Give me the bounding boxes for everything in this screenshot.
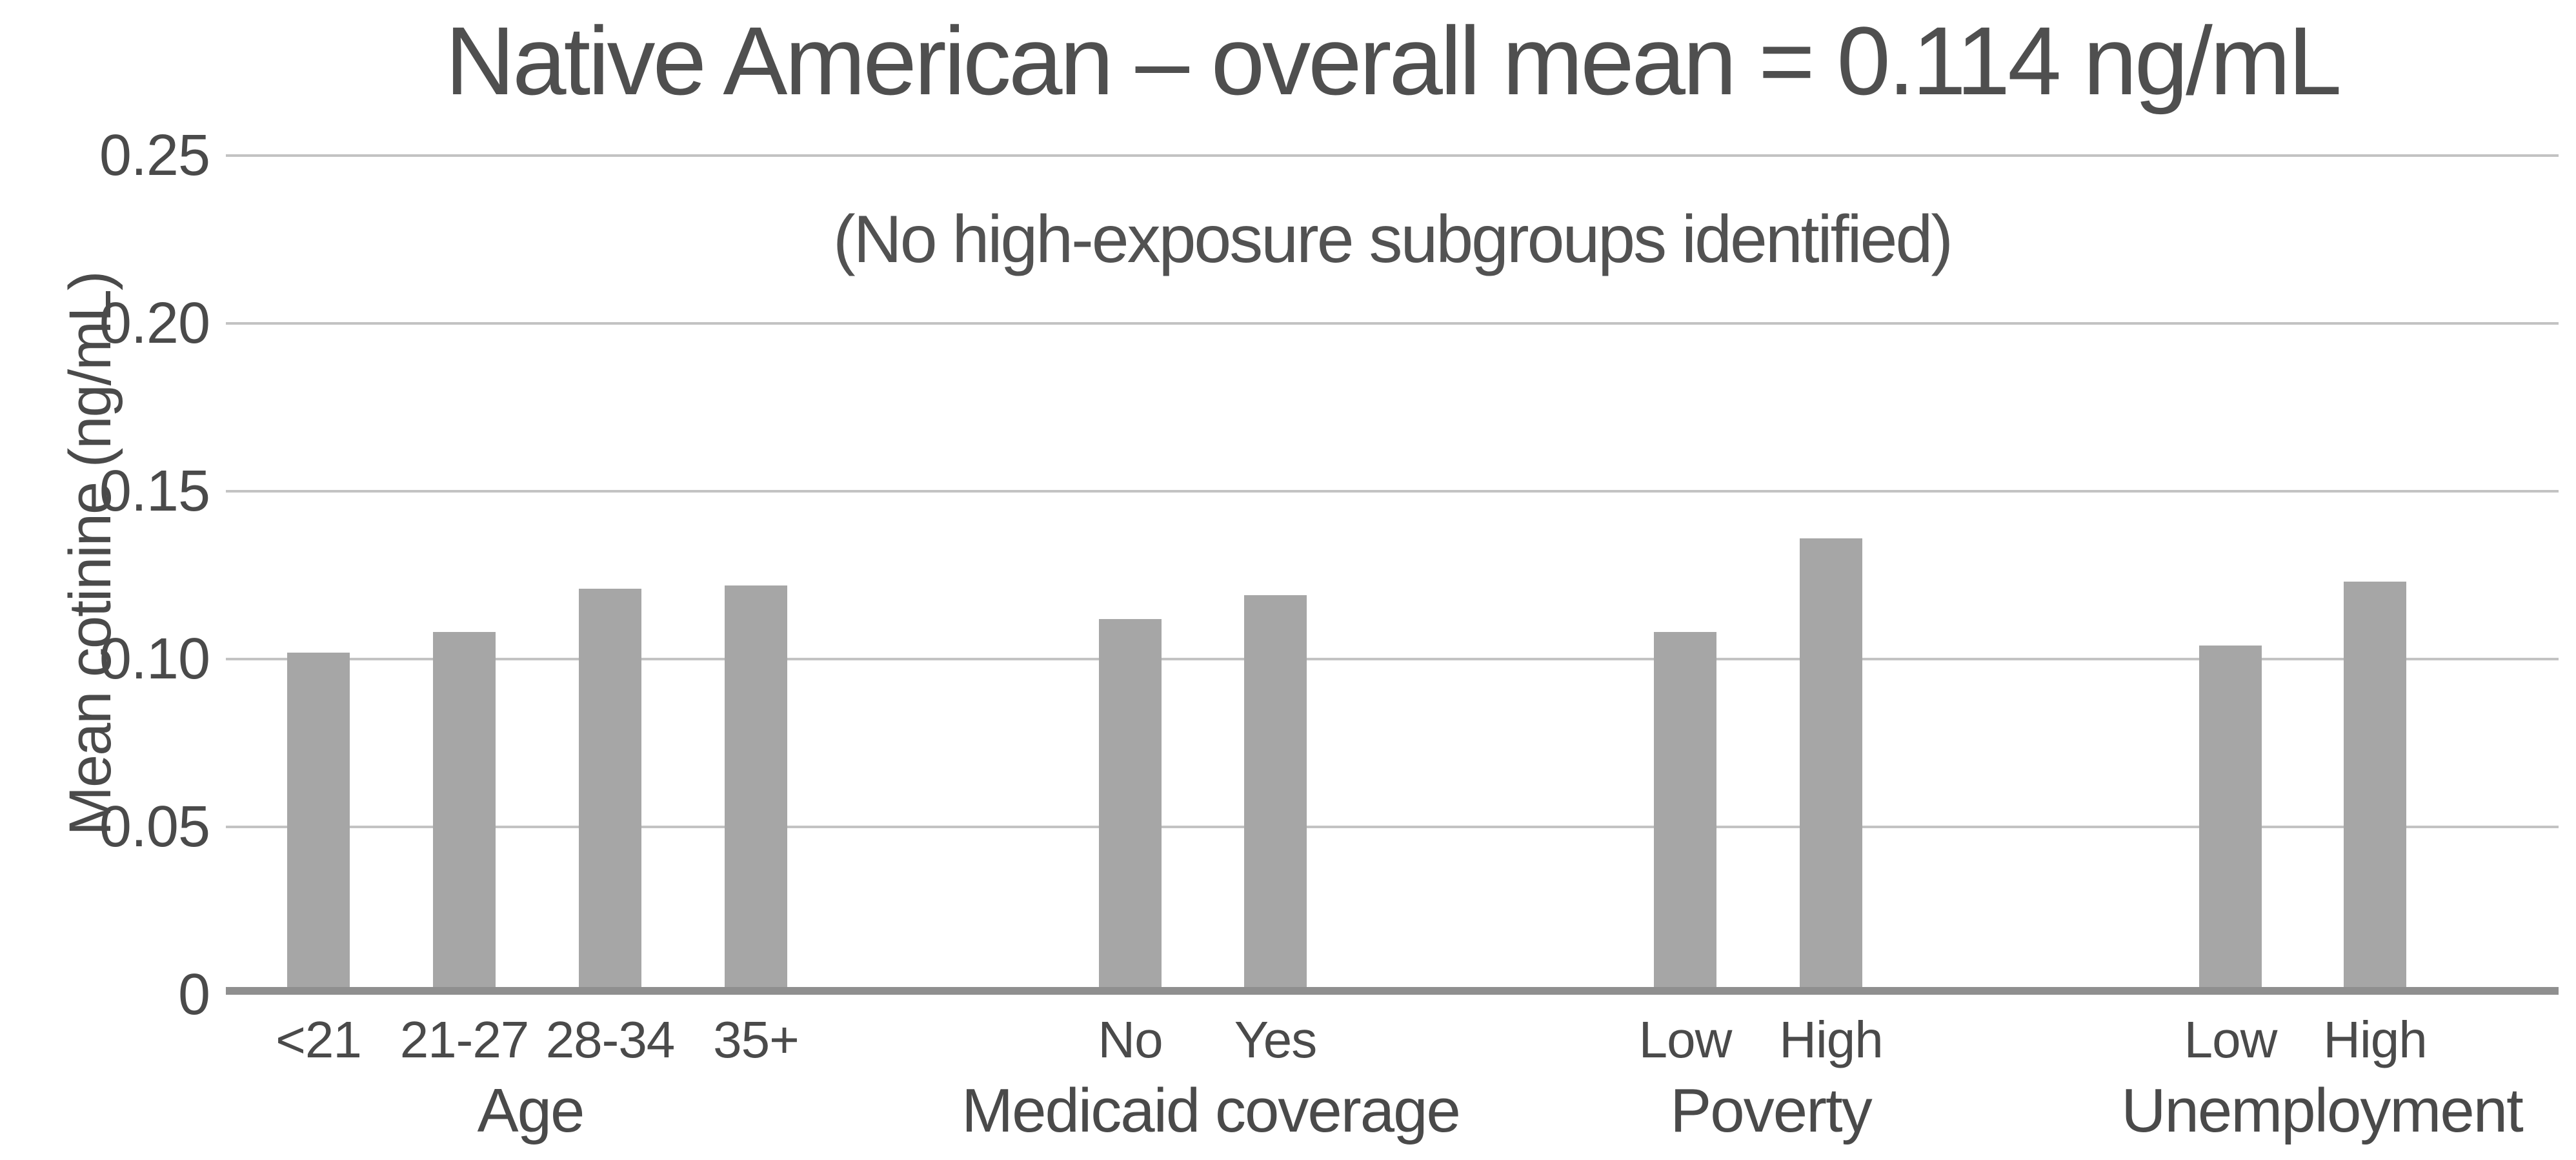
y-tick-label-0: 0 bbox=[177, 962, 210, 1027]
bar-unemployment-high bbox=[2344, 582, 2406, 987]
y-tick-label-0.10: 0.10 bbox=[99, 627, 210, 691]
group-label-age: Age bbox=[477, 1076, 585, 1145]
category-label-no: No bbox=[1098, 1011, 1163, 1068]
gridline-0.10 bbox=[226, 658, 2559, 660]
bar-unemployment-low bbox=[2199, 646, 2262, 987]
group-label-medicaid-coverage: Medicaid coverage bbox=[961, 1076, 1461, 1145]
gridline-0.15 bbox=[226, 490, 2559, 493]
group-label-unemployment: Unemployment bbox=[2121, 1076, 2524, 1145]
gridline-0.20 bbox=[226, 322, 2559, 325]
chart-title: Native American – overall mean = 0.114 n… bbox=[445, 6, 2342, 115]
bar-age-35+ bbox=[725, 585, 787, 987]
x-axis-line bbox=[226, 987, 2559, 995]
chart-annotation: (No high-exposure subgroups identified) bbox=[833, 202, 1953, 277]
gridline-0.25 bbox=[226, 154, 2559, 157]
bar-medicaid-coverage-yes bbox=[1244, 595, 1307, 987]
bar-age-28-34 bbox=[579, 588, 641, 987]
category-label-low: Low bbox=[1638, 1011, 1733, 1068]
category-label-35+: 35+ bbox=[713, 1011, 800, 1068]
y-tick-label-0.25: 0.25 bbox=[99, 123, 210, 188]
y-tick-label-0.20: 0.20 bbox=[99, 291, 210, 356]
gridline-0.05 bbox=[226, 826, 2559, 828]
category-label-high: High bbox=[1779, 1011, 1884, 1068]
bar-age-21-27 bbox=[433, 632, 496, 987]
category-label-28-34: 28-34 bbox=[545, 1011, 676, 1068]
y-tick-label-0.15: 0.15 bbox=[99, 459, 210, 524]
group-label-poverty: Poverty bbox=[1670, 1076, 1872, 1145]
category-label-yes: Yes bbox=[1234, 1011, 1318, 1068]
y-tick-label-0.05: 0.05 bbox=[99, 795, 210, 859]
bar-poverty-high bbox=[1800, 538, 1862, 987]
category-label--21: <21 bbox=[276, 1011, 362, 1068]
bar-poverty-low bbox=[1654, 632, 1716, 987]
bar-medicaid-coverage-no bbox=[1099, 618, 1162, 987]
category-label-21-27: 21-27 bbox=[399, 1011, 530, 1068]
category-label-low: Low bbox=[2184, 1011, 2278, 1068]
bar-age--21 bbox=[287, 652, 350, 987]
category-label-high: High bbox=[2323, 1011, 2428, 1068]
